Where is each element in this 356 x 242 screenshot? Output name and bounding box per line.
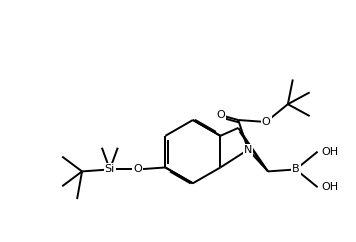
Text: N: N [244,145,252,155]
Text: O: O [262,117,271,127]
Text: OH: OH [321,147,339,157]
Text: Si: Si [105,164,115,174]
Text: O: O [216,110,225,120]
Text: B: B [292,164,300,174]
Text: O: O [133,164,142,174]
Text: OH: OH [321,182,339,192]
